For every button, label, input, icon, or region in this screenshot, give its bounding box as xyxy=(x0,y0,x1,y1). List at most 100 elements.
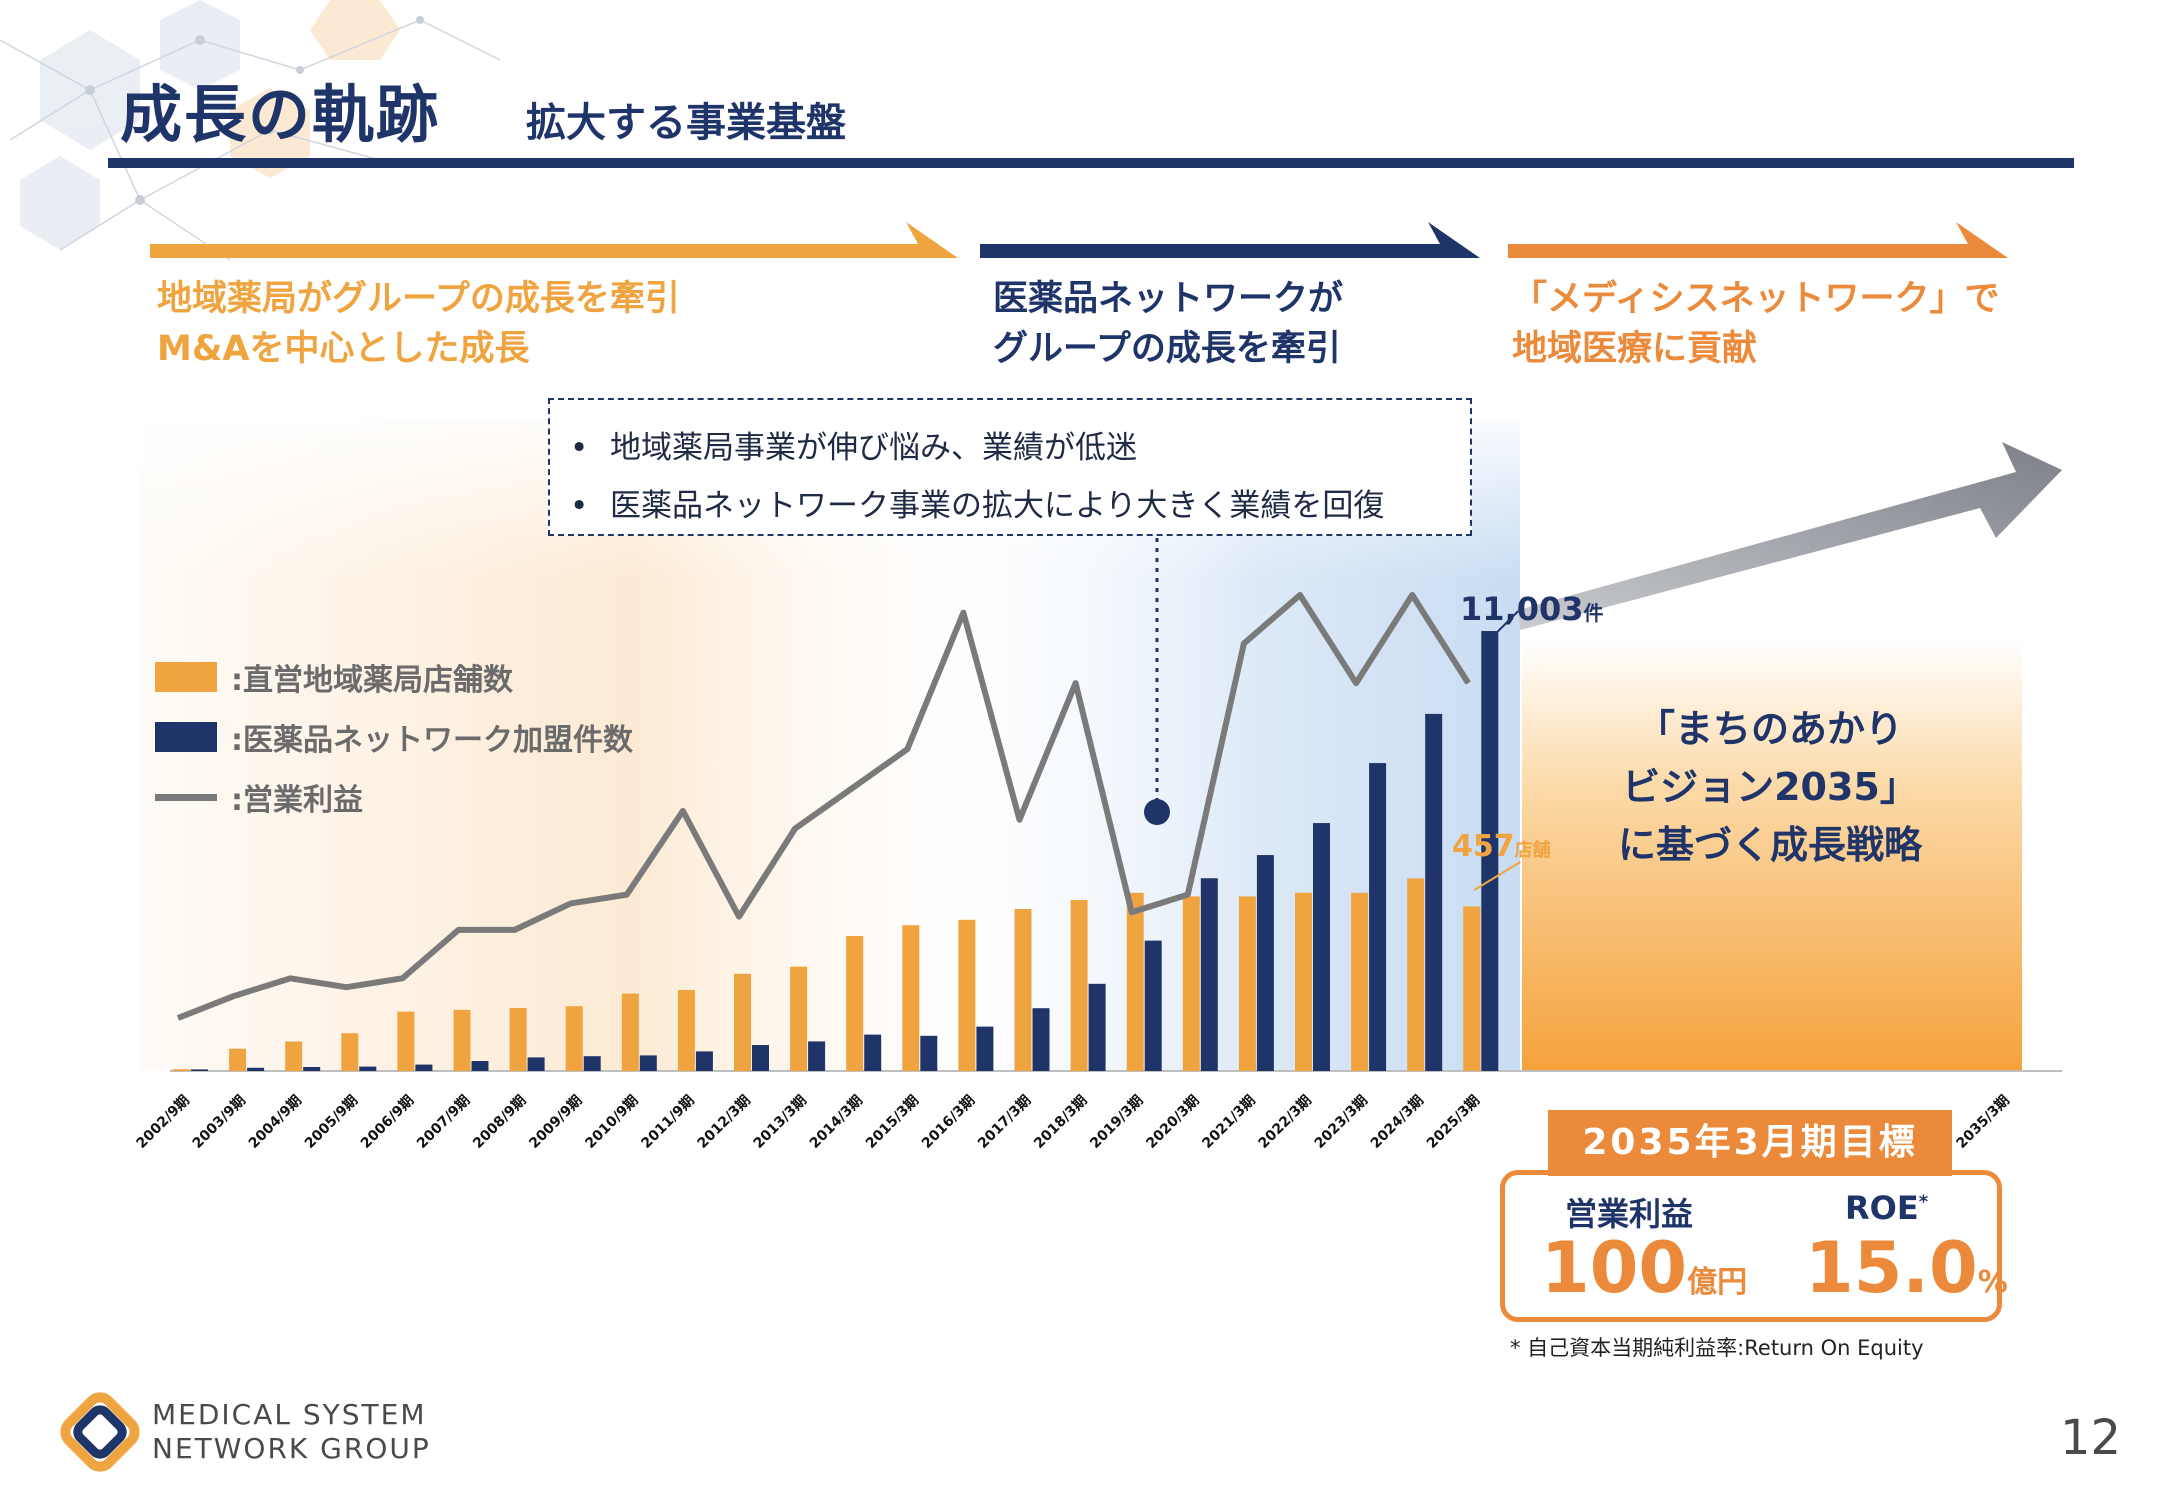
x-tick-label: 2023/3期 xyxy=(1312,1093,1371,1152)
kpi-operating-profit-value: 100億円 xyxy=(1541,1227,1747,1309)
callout-bullet-2: • 医薬品ネットワーク事業の拡大により大きく業績を回復 xyxy=(570,480,1384,525)
bar-network xyxy=(303,1067,321,1071)
phase-1-arrow xyxy=(150,222,958,258)
bar-stores xyxy=(341,1033,359,1071)
bar-network xyxy=(808,1041,826,1071)
x-tick-label: 2019/3期 xyxy=(1087,1093,1146,1152)
legend-swatch-navy xyxy=(155,722,217,752)
x-tick-label: 2020/3期 xyxy=(1143,1093,1202,1152)
x-tick-label: 2015/3期 xyxy=(863,1093,922,1152)
vision-area xyxy=(1522,640,2022,1070)
x-tick-label: 2010/9期 xyxy=(582,1093,641,1152)
bar-network xyxy=(976,1026,994,1071)
bar-stores xyxy=(1407,878,1425,1071)
callout-text-1: 地域薬局事業が伸び悩み、業績が低迷 xyxy=(610,430,1137,466)
bar-stores xyxy=(677,990,695,1071)
title-underline xyxy=(108,158,2074,168)
x-tick-label: 2025/3期 xyxy=(1424,1093,1483,1152)
bar-stores xyxy=(958,919,976,1071)
vision-line-2: ビジョン2035」 xyxy=(1622,765,1918,809)
bar-stores xyxy=(846,936,864,1071)
target-kpi-box: 営業利益 100億円 ROE* 15.0% xyxy=(1500,1170,2008,1322)
bar-stores xyxy=(565,1006,583,1071)
vision-line-1: 「まちのあかり xyxy=(1636,707,1903,751)
network-annotation: 11,003件 xyxy=(1460,590,1603,628)
line-operating-profit xyxy=(176,592,1471,1021)
legend-label-profit: :営業利益 xyxy=(231,783,363,818)
phase-2-line-1: 医薬品ネットワークが xyxy=(993,279,1344,319)
bar-network xyxy=(1088,983,1106,1071)
stores-annotation-leader xyxy=(1473,861,1521,891)
bar-stores xyxy=(1238,896,1256,1071)
vision-line-3: に基づく成長戦略 xyxy=(1617,823,1922,867)
x-tick-label: 2018/3期 xyxy=(1031,1093,1090,1152)
bar-stores xyxy=(509,1008,527,1071)
kpi-roe-label-text: ROE xyxy=(1845,1189,1919,1227)
x-tick-label: 2021/3期 xyxy=(1199,1093,1258,1152)
x-tick-label: 2002/9期 xyxy=(134,1093,193,1152)
bar-network xyxy=(1200,878,1218,1071)
bar-network xyxy=(639,1055,657,1071)
bar-stores xyxy=(1182,896,1200,1071)
network-annotation-unit: 件 xyxy=(1583,601,1603,625)
x-tick-label: 2017/3期 xyxy=(975,1093,1034,1152)
legend-line-gray xyxy=(155,793,217,801)
legend-item-profit: :営業利益 xyxy=(155,781,363,818)
x-tick-label: 2014/3期 xyxy=(807,1093,866,1152)
x-tick-label: 2022/3期 xyxy=(1256,1093,1315,1152)
x-tick-label: 2005/9期 xyxy=(302,1093,361,1152)
x-tick-label: 2006/9期 xyxy=(358,1093,417,1152)
callout-box: • 地域薬局事業が伸び悩み、業績が低迷 • 医薬品ネットワーク事業の拡大により大きく… xyxy=(548,398,1472,536)
legend-swatch-orange xyxy=(155,662,217,692)
kpi-roe-number: 15.0 xyxy=(1805,1227,1978,1309)
callout-bullet-1: • 地域薬局事業が伸び悩み、業績が低迷 xyxy=(570,422,1137,467)
legend-label-stores: :直営地域薬局店舗数 xyxy=(231,663,513,698)
bullet-icon: • xyxy=(570,488,589,524)
bar-stores xyxy=(790,966,808,1071)
bar-network xyxy=(471,1061,489,1071)
bullet-icon: • xyxy=(570,430,589,466)
stores-annotation-value: 457 xyxy=(1452,829,1515,864)
phase-3-line-2: 地域医療に貢献 xyxy=(1512,329,1758,369)
x-tick-label: 2003/9期 xyxy=(190,1093,249,1152)
bar-stores xyxy=(285,1041,303,1071)
future-growth-arrow xyxy=(1518,442,2062,630)
bar-stores xyxy=(229,1048,247,1071)
logo-line-2: NETWORK GROUP xyxy=(152,1432,431,1465)
x-tick-label: 2016/3期 xyxy=(919,1093,978,1152)
phase-3-arrow xyxy=(1508,222,2008,258)
background-network-decoration xyxy=(0,0,501,261)
legend-item-stores: :直営地域薬局店舗数 xyxy=(155,661,513,698)
stores-annotation-unit: 店舗 xyxy=(1515,839,1551,861)
bar-network xyxy=(695,1051,713,1071)
kpi-operating-profit-number: 100 xyxy=(1541,1227,1688,1309)
network-annotation-value: 11,003 xyxy=(1460,590,1583,628)
bar-network xyxy=(583,1056,601,1071)
footnote: * 自己資本当期純利益率:Return On Equity xyxy=(1510,1336,1924,1360)
x-tick-label: 2024/3期 xyxy=(1368,1093,1427,1152)
stores-annotation: 457店舗 xyxy=(1452,829,1551,864)
bar-network xyxy=(1425,713,1443,1071)
phase-2-heading: 医薬品ネットワークが グループの成長を牽引 xyxy=(993,274,1343,374)
callout-text-2: 医薬品ネットワーク事業の拡大により大きく業績を回復 xyxy=(610,488,1385,524)
phase-1-line-1: 地域薬局がグループの成長を牽引 xyxy=(157,279,680,319)
logo-line-1: MEDICAL SYSTEM xyxy=(152,1398,427,1431)
bar-network xyxy=(191,1069,208,1071)
bar-network xyxy=(247,1067,265,1071)
bar-network xyxy=(1256,855,1274,1071)
bar-network xyxy=(1481,631,1499,1071)
company-logo-icon xyxy=(60,1392,140,1472)
bar-network xyxy=(415,1064,433,1071)
x-tick-label: 2004/9期 xyxy=(246,1093,305,1152)
kpi-roe-value: 15.0% xyxy=(1805,1227,2008,1309)
page-number: 12 xyxy=(2060,1410,2122,1466)
bar-network xyxy=(1313,823,1330,1071)
kpi-roe-footnote-mark: * xyxy=(1918,1191,1929,1213)
page-subtitle: 拡大する事業基盤 xyxy=(526,100,846,146)
bar-stores xyxy=(1463,906,1481,1071)
vision-area-top xyxy=(1522,525,2022,640)
network-annotation-leader xyxy=(1489,610,1520,640)
phase-1-line-2: M&Aを中心とした成長 xyxy=(157,329,530,369)
bar-network xyxy=(1032,1008,1050,1071)
bar-stores xyxy=(397,1011,415,1071)
